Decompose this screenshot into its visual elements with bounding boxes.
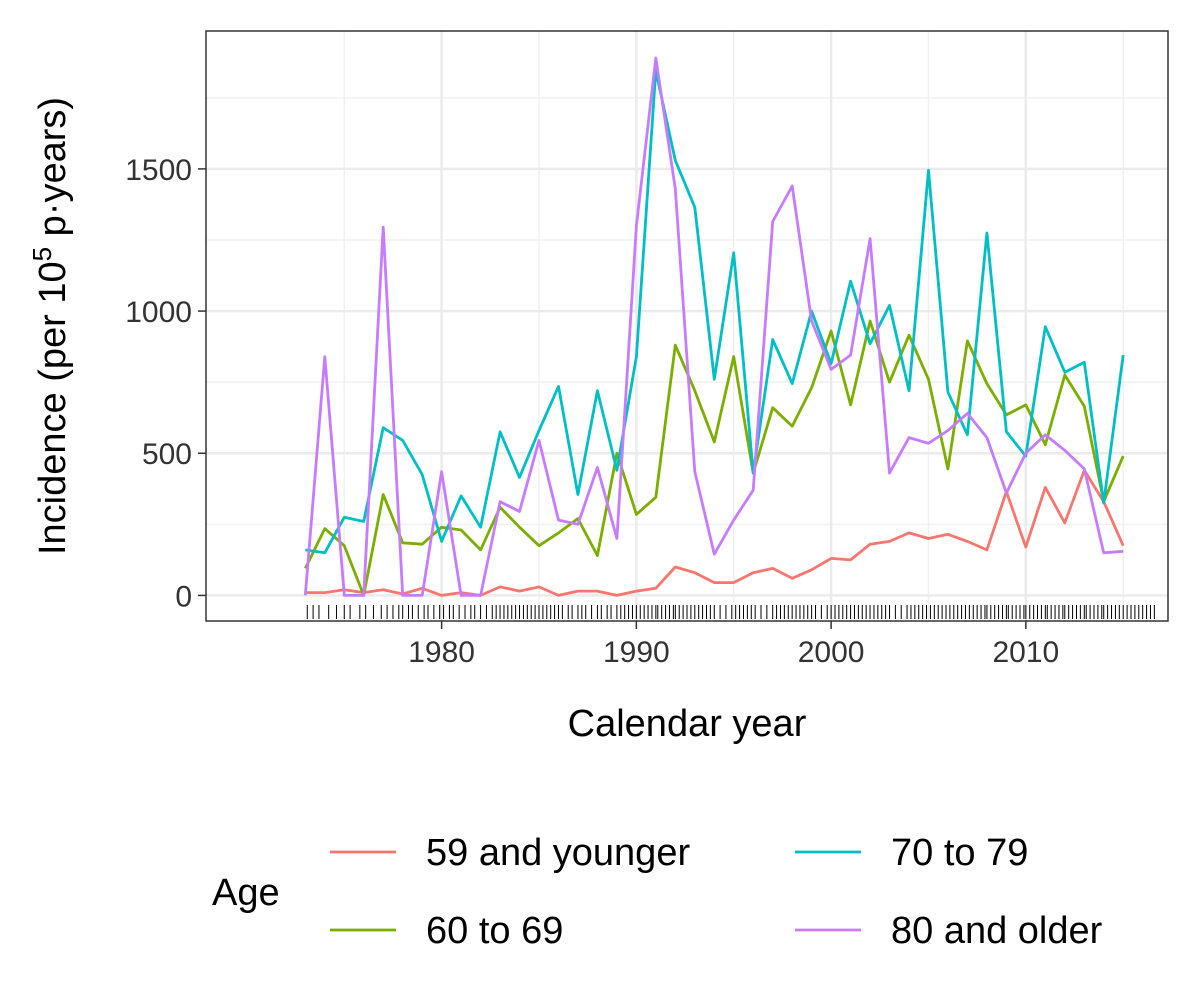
plot-panel-border [205,30,1169,622]
x-axis-title: Calendar year [568,703,807,745]
x-tick-label: 1980 [408,636,475,669]
y-axis-title-superscript: 5 [27,247,57,261]
y-tick-label: 1500 [125,154,192,187]
legend-title: Age [212,872,280,914]
series-line-59-and-younger [305,468,1125,597]
series-line-60-to-69 [304,319,1125,597]
x-axis: 1980 1990 2000 2010 [408,621,1059,669]
legend-label: 80 and older [891,910,1103,952]
y-tick-label: 500 [142,438,192,471]
x-tick-label: 2010 [992,636,1059,669]
legend-label: 60 to 69 [426,910,563,952]
legend-label: 59 and younger [426,832,690,874]
y-axis-title: Incidence (per 105 p·years) [27,97,74,555]
series-lines [303,56,1125,597]
grid-major [206,31,1168,621]
grid-minor [206,31,1168,621]
series-line-80-and-older [303,56,1124,597]
y-tick-label: 1000 [125,296,192,329]
series-line-70-to-79 [305,69,1125,555]
rug-marks [306,605,1155,619]
y-axis: 0 500 1000 1500 [125,154,206,613]
legend: Age 59 and younger 70 to 79 60 to 69 80 and… [212,832,1103,952]
legend-label: 70 to 79 [891,832,1028,874]
y-axis-title-main: Incidence (per 10 [32,261,74,555]
y-axis-title-tail: p·years) [32,97,74,247]
x-tick-label: 2000 [798,636,865,669]
x-tick-label: 1990 [603,636,670,669]
y-tick-label: 0 [175,580,192,613]
plot-panel-background [206,31,1168,621]
